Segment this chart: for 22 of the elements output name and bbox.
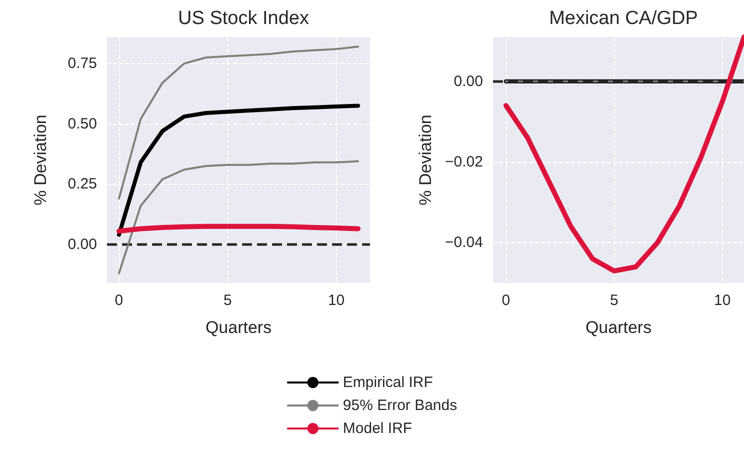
x-tick-label: 5 [223,292,232,309]
y-tick-label: 0.00 [454,72,483,90]
y-axis-title: % Deviation [416,114,436,206]
chart-title: US Stock Index [178,8,310,29]
y-axis-title: % Deviation [31,114,50,206]
y-tick-label: 0.00 [68,236,97,253]
y-tick-label: −0.02 [445,154,483,171]
legend-label: 95% Error Bands [342,397,458,414]
x-tick-label: 0 [114,292,124,309]
chart-title: Mexican CA/GDP [549,8,698,29]
legend-label: Empirical IRF [342,374,433,391]
x-tick-label: 0 [502,292,510,309]
x-tick-label: 5 [610,292,618,309]
y-tick-label: −0.04 [445,234,483,252]
x-tick-label: 10 [328,292,345,309]
x-axis-title: Quarters [585,318,652,337]
x-axis-title: Quarters [205,318,272,337]
y-tick-label: 0.25 [68,176,97,193]
legend-label: Model IRF [342,420,412,437]
x-tick-label: 10 [714,292,731,309]
y-tick-label: 0.75 [68,55,97,72]
y-tick-label: 0.50 [68,115,97,132]
